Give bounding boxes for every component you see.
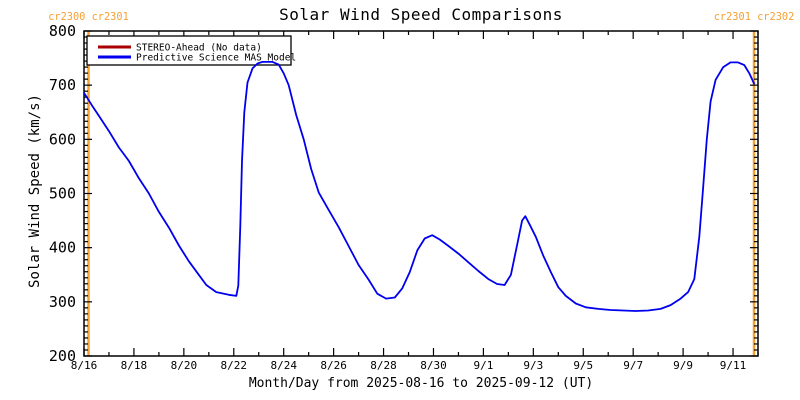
x-tick-label: 9/5 xyxy=(573,359,593,372)
x-tick-label: 8/22 xyxy=(221,359,248,372)
legend-box xyxy=(86,35,292,66)
x-tick-label: 9/3 xyxy=(523,359,543,372)
y-tick-label: 200 xyxy=(49,347,76,365)
y-tick-label: 800 xyxy=(49,22,76,40)
x-tick-label: 9/9 xyxy=(673,359,693,372)
y-tick-label: 400 xyxy=(49,239,76,257)
y-tick-label: 300 xyxy=(49,293,76,311)
carrington-boundary-lines xyxy=(87,31,756,356)
legend-item-label: STEREO-Ahead (No data) xyxy=(136,43,262,54)
x-tick-label: 8/20 xyxy=(171,359,198,372)
legend-item-label: Predictive Science MAS Model xyxy=(136,53,296,64)
y-tick-label: 700 xyxy=(49,76,76,94)
carrington-label-left: cr2300 cr2301 xyxy=(48,11,129,23)
x-tick-label: 8/30 xyxy=(420,359,447,372)
x-tick-label: 9/11 xyxy=(720,359,747,372)
carrington-label-right: cr2301 cr2302 xyxy=(713,11,795,23)
legend: STEREO-Ahead (No data)Predictive Science… xyxy=(86,35,296,66)
y-tick-label: 500 xyxy=(49,185,76,203)
x-tick-label: 8/28 xyxy=(370,359,397,372)
x-tick-label: 8/16 xyxy=(71,359,98,372)
y-tick-label: 600 xyxy=(49,130,76,148)
series-line xyxy=(83,61,755,312)
x-tick-label: 8/18 xyxy=(121,359,148,372)
plot-border xyxy=(83,30,759,357)
y-ticks xyxy=(84,30,758,357)
x-ticks xyxy=(83,31,759,356)
x-tick-label: 9/1 xyxy=(473,359,493,372)
x-tick-label: 8/26 xyxy=(320,359,347,372)
x-tick-label: 9/7 xyxy=(623,359,643,372)
x-tick-label: 8/24 xyxy=(270,359,297,372)
x-axis-title: Month/Day from 2025-08-16 to 2025-09-12 … xyxy=(248,376,594,391)
x-tick-labels: 8/16 8/18 8/20 8/22 8/24 8/26 8/28 8/30 9/1 9/3 9/… xyxy=(71,359,747,372)
chart-title: Solar Wind Speed Comparisons xyxy=(279,5,563,24)
y-tick-labels: 200 300 400 500 600 700 800 xyxy=(49,22,76,365)
